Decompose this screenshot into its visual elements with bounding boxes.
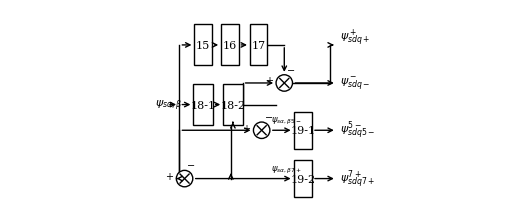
Text: $\psi^+_{sdq+}$: $\psi^+_{sdq+}$ [340, 27, 370, 48]
Text: $-$: $-$ [286, 63, 295, 73]
Bar [250, 25, 267, 66]
Text: $\psi_{s\alpha,\beta5-}$: $\psi_{s\alpha,\beta5-}$ [271, 115, 301, 126]
Text: $\psi_{s\alpha,\beta7+}$: $\psi_{s\alpha,\beta7+}$ [271, 164, 301, 175]
Text: 19-1: 19-1 [290, 126, 315, 136]
Text: $+$: $+$ [265, 75, 274, 86]
Text: 16: 16 [223, 41, 237, 51]
Text: $+$: $+$ [165, 170, 174, 181]
Text: $\psi^{5-}_{sdq5-}$: $\psi^{5-}_{sdq5-}$ [340, 119, 375, 142]
Text: 18-2: 18-2 [220, 100, 245, 110]
Text: 19-2: 19-2 [290, 174, 315, 184]
Bar [194, 25, 212, 66]
Circle shape [253, 122, 270, 139]
Text: $\psi_{s\alpha,\beta}$: $\psi_{s\alpha,\beta}$ [155, 98, 182, 112]
Circle shape [176, 171, 193, 187]
Text: 15: 15 [196, 41, 210, 51]
Text: $-$: $-$ [185, 159, 195, 169]
Bar [193, 85, 213, 125]
Text: $+$: $+$ [242, 122, 251, 133]
Text: 18-1: 18-1 [191, 100, 216, 110]
Bar [293, 112, 312, 149]
Bar [223, 85, 243, 125]
Text: $\psi^-_{sdq-}$: $\psi^-_{sdq-}$ [340, 75, 370, 92]
Circle shape [276, 75, 292, 92]
Text: $-$: $-$ [264, 110, 273, 120]
Text: 17: 17 [251, 41, 266, 51]
Text: $\psi^{7+}_{sdq7+}$: $\psi^{7+}_{sdq7+}$ [340, 168, 375, 190]
Bar [293, 160, 312, 197]
Bar [221, 25, 239, 66]
